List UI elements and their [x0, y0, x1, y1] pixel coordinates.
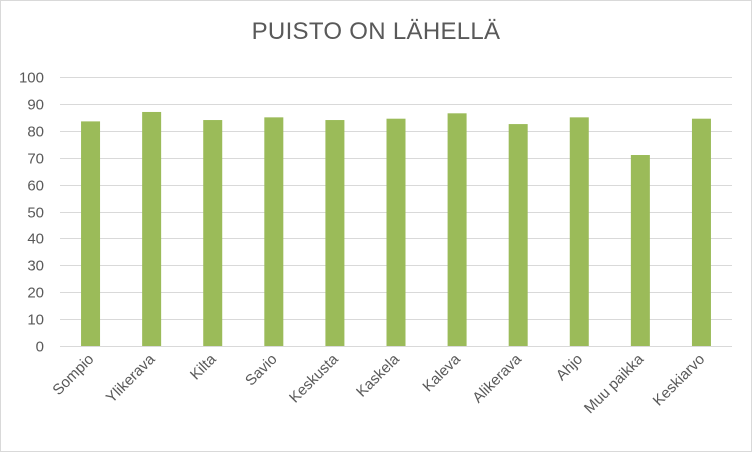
x-tick-label: Kilta: [187, 350, 220, 383]
x-tick-label: Sompio: [49, 351, 97, 399]
bar-keskiarvo: [691, 118, 711, 346]
y-tick-label: 20: [27, 285, 44, 302]
y-axis-ticks: 0 10 20 30 40 50 60 70 80 90 100: [19, 70, 44, 356]
x-tick-label: Keskiarvo: [650, 351, 709, 410]
bar-alikerava: [508, 124, 528, 346]
y-tick-label: 90: [27, 97, 44, 114]
x-tick-label: Kaskela: [353, 350, 403, 400]
bar-kaleva: [447, 113, 467, 346]
y-tick-label: 100: [19, 70, 44, 87]
bar-savio: [264, 117, 284, 346]
x-tick-label: Muu paikka: [581, 350, 648, 417]
x-tick-label: Savio: [242, 351, 281, 390]
x-tick-label: Alikerava: [469, 350, 525, 406]
y-tick-label: 60: [27, 178, 44, 195]
y-tick-label: 70: [27, 151, 44, 168]
y-tick-label: 0: [36, 339, 44, 356]
bar-ahjo: [569, 117, 589, 346]
bars: [81, 111, 711, 346]
y-tick-label: 50: [27, 205, 44, 222]
bar-keskusta: [325, 120, 345, 346]
x-tick-label: Ahjo: [553, 351, 586, 384]
bar-muu-paikka: [630, 155, 650, 346]
bar-kilta: [203, 120, 223, 346]
bar-sompio: [81, 121, 101, 346]
bar-ylikerava: [142, 111, 162, 346]
x-axis-ticks: Sompio Ylikerava Kilta Savio Keskusta Kaskela…: [49, 350, 708, 417]
bar-kaskela: [386, 118, 406, 346]
y-tick-label: 10: [27, 312, 44, 329]
x-tick-label: Ylikerava: [103, 350, 159, 406]
chart-title: PUISTO ON LÄHELLÄ: [251, 18, 501, 45]
y-tick-label: 80: [27, 124, 44, 141]
y-tick-label: 30: [27, 258, 44, 275]
x-tick-label: Kaleva: [419, 350, 464, 395]
y-tick-label: 40: [27, 231, 44, 248]
x-tick-label: Keskusta: [286, 350, 342, 406]
